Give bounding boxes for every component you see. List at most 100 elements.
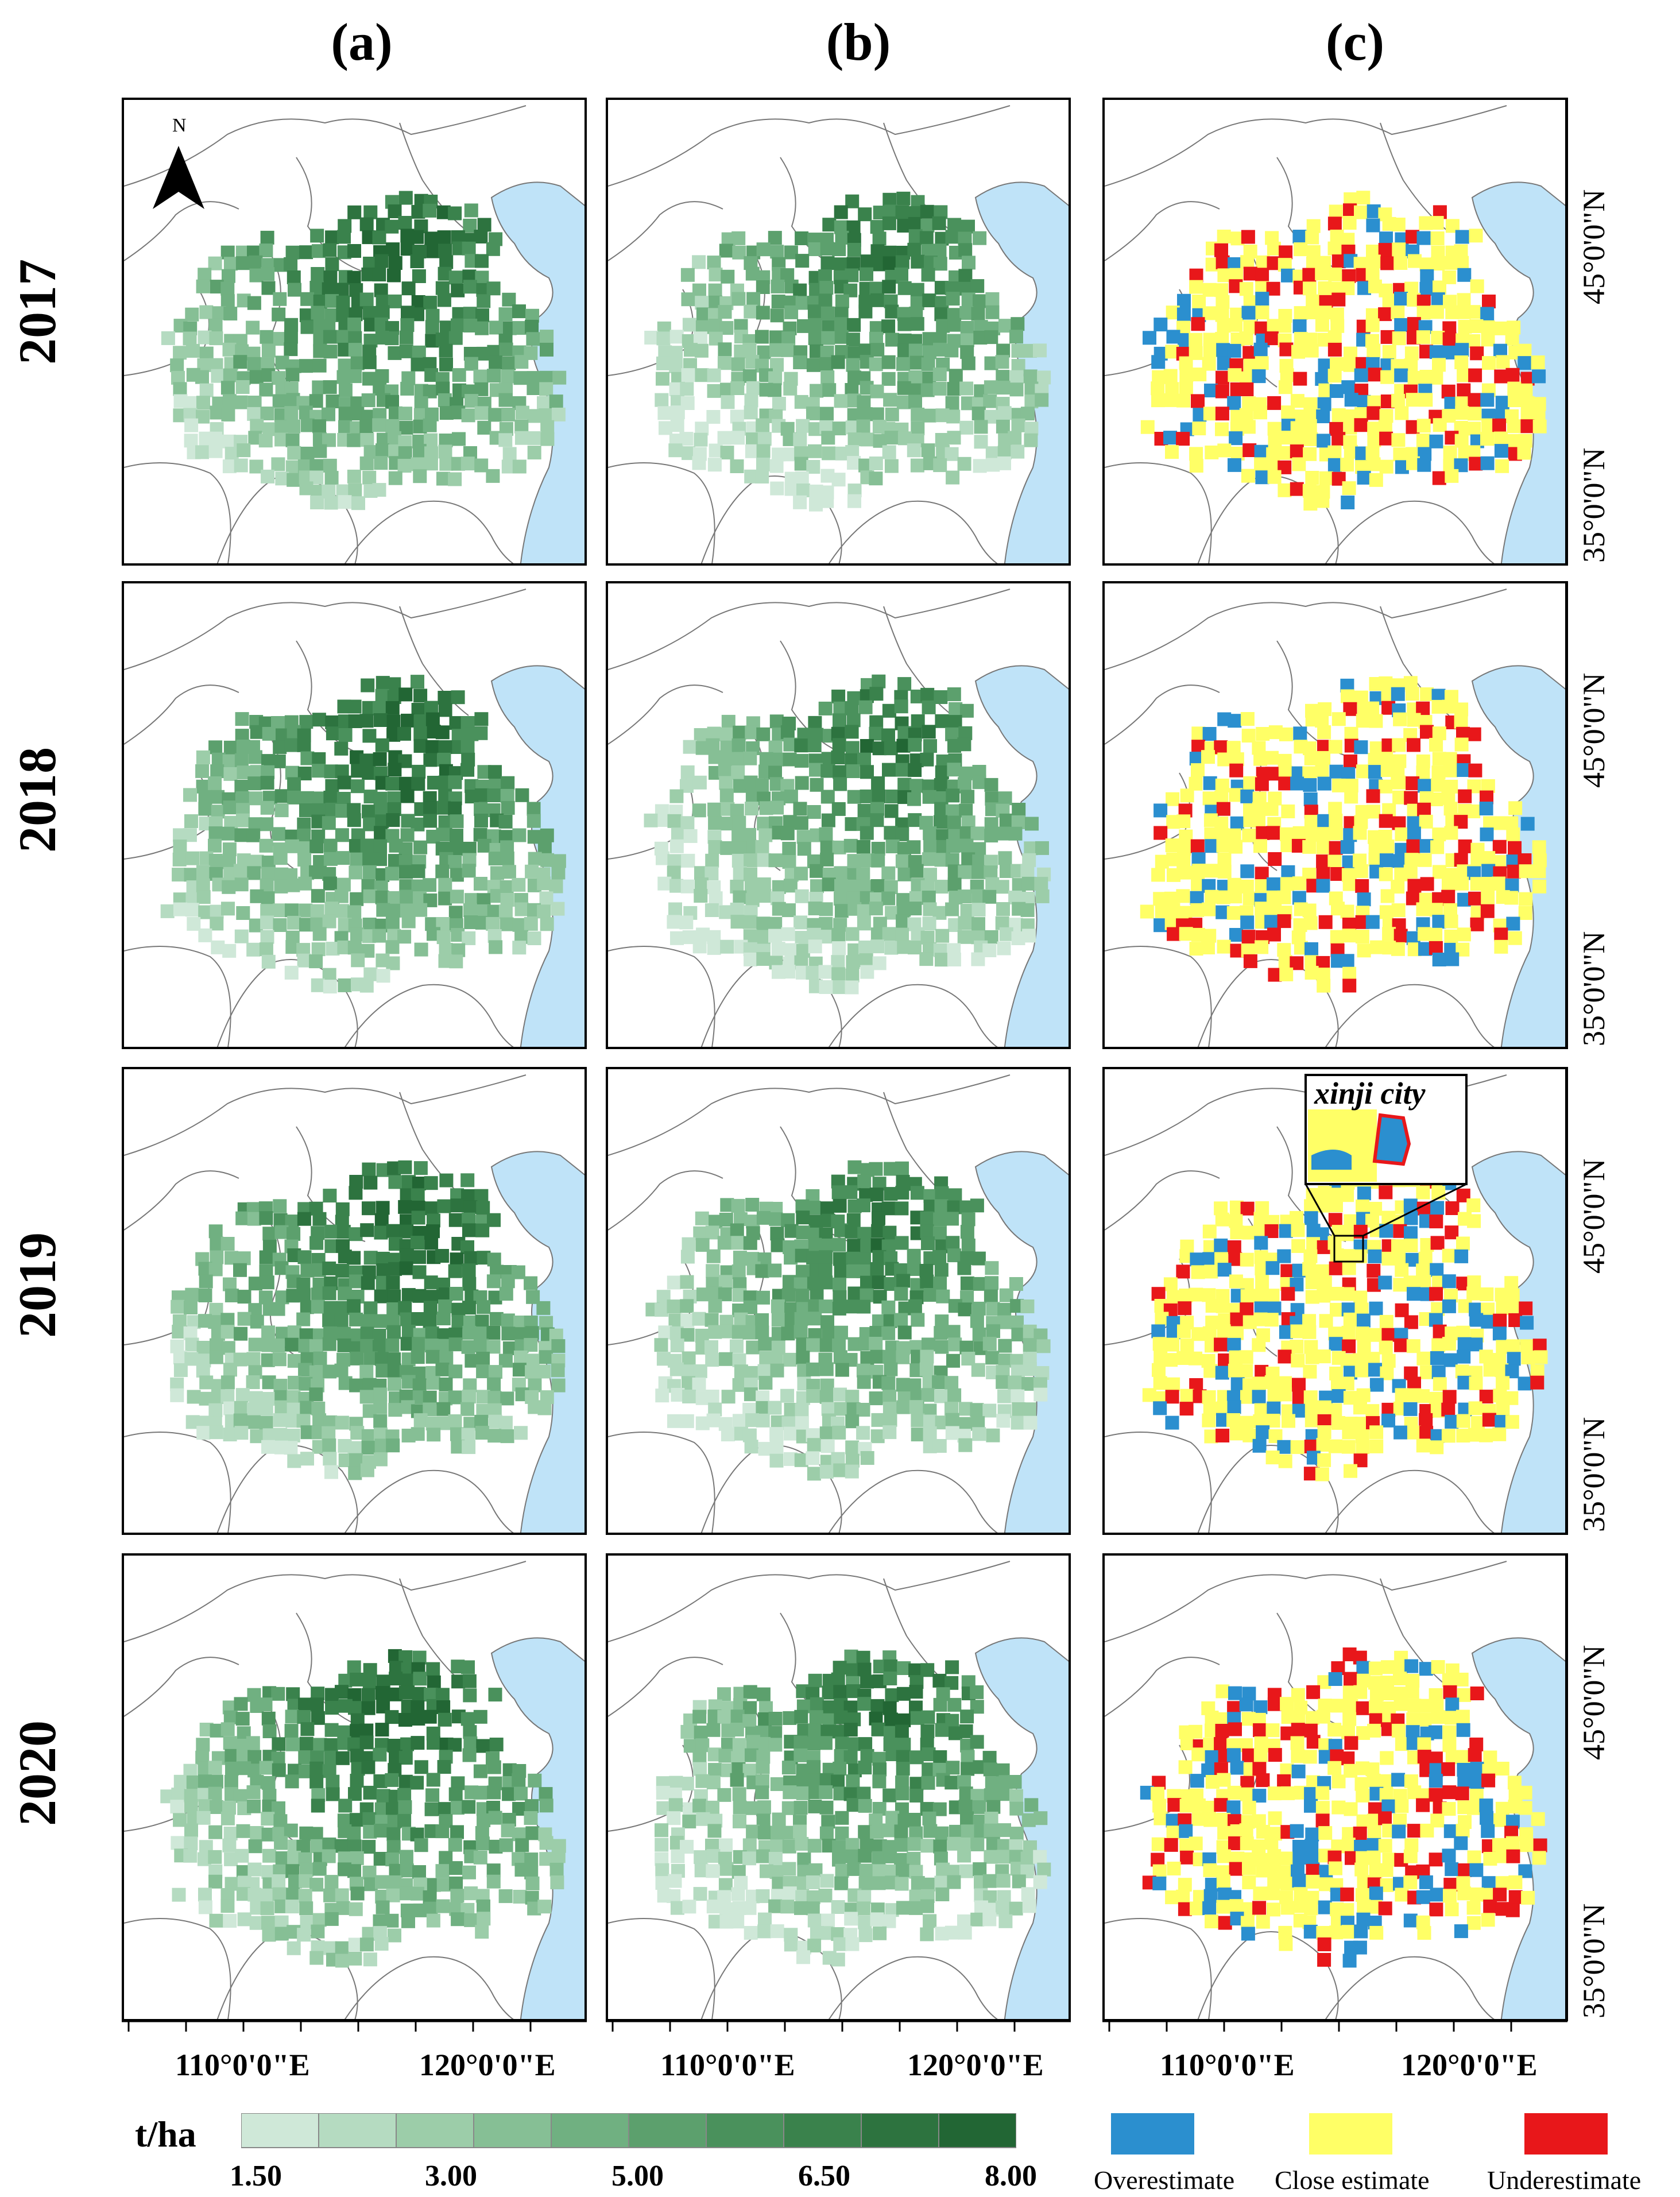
county-cell xyxy=(871,776,885,790)
county-cell xyxy=(985,292,1000,306)
county-cell xyxy=(819,1826,834,1840)
county-cell xyxy=(757,432,772,446)
county-cell xyxy=(859,953,873,968)
county-cell xyxy=(361,1429,376,1443)
county-cell xyxy=(1496,355,1510,369)
county-cell xyxy=(705,853,719,868)
county-cell xyxy=(335,1685,349,1699)
county-cell xyxy=(1302,268,1317,282)
county-cell xyxy=(1278,1349,1292,1364)
county-cell xyxy=(908,813,922,827)
county-cell xyxy=(196,865,210,879)
county-cell xyxy=(784,482,799,496)
county-cell xyxy=(1356,1313,1371,1328)
county-cell xyxy=(1340,1353,1354,1368)
county-cell xyxy=(783,1426,798,1441)
county-cell xyxy=(1521,1351,1535,1364)
county-cell xyxy=(1302,903,1317,918)
county-cell xyxy=(781,331,796,346)
county-cell xyxy=(985,1261,999,1275)
county-cell xyxy=(1201,750,1215,764)
county-cell xyxy=(1404,281,1419,296)
county-cell xyxy=(1392,1251,1406,1266)
county-cell xyxy=(869,471,883,486)
county-cell xyxy=(730,459,744,473)
county-cell xyxy=(1367,406,1381,420)
county-cell xyxy=(920,687,935,702)
county-cell xyxy=(1520,419,1535,434)
county-cell xyxy=(1291,1239,1306,1253)
county-cell xyxy=(399,1850,413,1864)
county-cell xyxy=(1033,1387,1048,1402)
county-cell xyxy=(284,257,298,271)
county-cell xyxy=(451,1912,465,1927)
county-cell xyxy=(297,841,311,856)
county-cell xyxy=(934,1389,948,1403)
county-cell xyxy=(246,942,261,957)
county-cell xyxy=(908,343,923,358)
county-cell xyxy=(336,295,350,310)
county-cell xyxy=(376,969,390,983)
county-cell xyxy=(1164,891,1178,906)
county-cell xyxy=(832,941,846,956)
county-cell xyxy=(335,828,349,842)
county-cell xyxy=(287,1325,301,1340)
county-cell xyxy=(1416,231,1431,245)
county-cell xyxy=(1494,927,1508,942)
county-cell xyxy=(1278,753,1292,768)
county-cell xyxy=(489,355,503,370)
county-cell xyxy=(1481,890,1495,904)
county-cell xyxy=(933,458,947,473)
county-cell xyxy=(780,826,795,841)
county-cell xyxy=(412,1378,427,1393)
county-cell xyxy=(220,1325,235,1339)
county-cell xyxy=(286,1887,300,1902)
county-cell xyxy=(819,1465,834,1479)
county-cell xyxy=(757,889,772,903)
county-cell xyxy=(259,243,273,258)
county-cell xyxy=(525,319,539,334)
county-cell xyxy=(860,1749,874,1763)
county-cell xyxy=(1341,380,1356,394)
county-cell xyxy=(1240,879,1254,894)
county-cell xyxy=(793,355,807,369)
county-cell xyxy=(487,369,501,383)
county-cell xyxy=(273,292,287,306)
county-cell xyxy=(793,1824,807,1839)
county-cell xyxy=(732,245,746,260)
county-cell xyxy=(1304,815,1318,829)
county-cell xyxy=(299,1736,313,1751)
county-cell xyxy=(757,1825,772,1840)
county-cell xyxy=(1407,1376,1421,1391)
county-cell xyxy=(326,394,340,408)
county-cell xyxy=(832,242,846,256)
county-cell xyxy=(896,1863,909,1878)
county-cell xyxy=(1033,1811,1048,1825)
county-cell xyxy=(1240,915,1255,930)
county-cell xyxy=(671,827,685,842)
county-cell xyxy=(795,1264,810,1279)
county-cell xyxy=(309,1365,323,1379)
county-cell xyxy=(857,1697,872,1711)
sea-area xyxy=(974,1637,1069,2019)
county-cell xyxy=(1479,802,1493,815)
county-cell xyxy=(933,1212,947,1227)
county-cell xyxy=(757,877,771,891)
county-cell xyxy=(198,905,212,919)
county-cell xyxy=(1315,494,1330,508)
county-cell xyxy=(1518,1376,1532,1391)
county-cell xyxy=(883,393,897,407)
county-cell xyxy=(870,407,884,421)
county-cell xyxy=(908,902,922,916)
county-cell xyxy=(881,319,896,334)
county-cell xyxy=(1252,802,1266,816)
county-cell xyxy=(375,689,389,703)
county-cell xyxy=(486,469,500,483)
county-cell xyxy=(1034,877,1048,891)
county-cell xyxy=(322,1838,336,1851)
county-cell xyxy=(833,1277,846,1291)
inset-title: xinji city xyxy=(1314,1076,1426,1111)
county-cell xyxy=(385,940,400,954)
county-cell xyxy=(361,1688,376,1702)
county-cell xyxy=(260,800,274,815)
